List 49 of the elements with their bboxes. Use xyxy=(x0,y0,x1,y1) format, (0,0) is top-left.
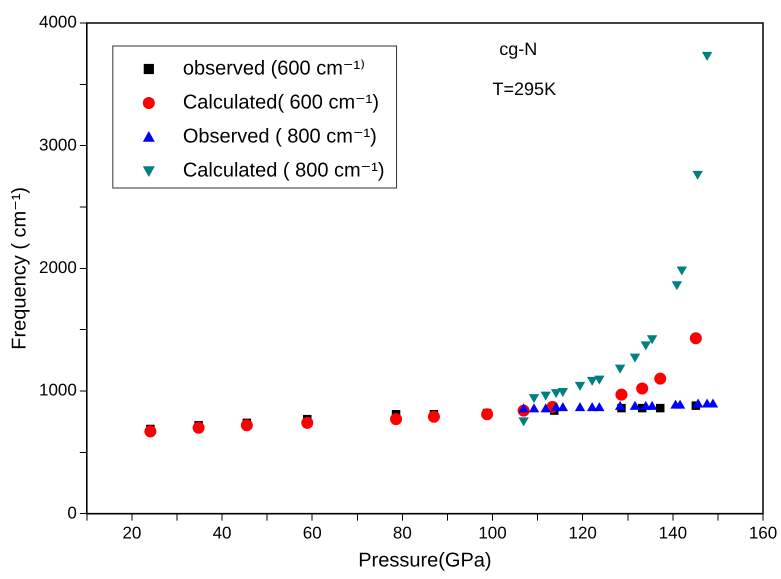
point xyxy=(586,376,598,386)
point xyxy=(702,52,712,61)
point xyxy=(672,281,682,290)
point xyxy=(144,425,156,438)
point xyxy=(654,372,666,385)
point xyxy=(690,332,702,344)
point xyxy=(558,388,568,397)
y-tick-label: 0 xyxy=(67,503,77,522)
x-tick-label: 120 xyxy=(568,523,597,542)
point xyxy=(390,413,402,426)
x-tick-label: 20 xyxy=(122,523,142,542)
point xyxy=(676,266,688,276)
legend-label: Calculated ( 800 cm⁻¹) xyxy=(182,160,385,182)
y-tick-label: 2000 xyxy=(38,258,77,277)
x-tick-label: 100 xyxy=(478,523,507,542)
point xyxy=(594,376,605,385)
point xyxy=(614,364,626,374)
x-tick-label: 160 xyxy=(748,523,778,542)
point xyxy=(692,170,703,180)
x-axis-title: Pressure(GPa) xyxy=(358,550,492,572)
legend-label: Observed ( 800 cm⁻¹) xyxy=(182,126,377,148)
y-tick-label: 3000 xyxy=(38,135,77,154)
point xyxy=(301,416,314,429)
y-axis-title: Frequency ( cm⁻¹) xyxy=(8,186,31,350)
point xyxy=(428,410,440,423)
point xyxy=(528,394,540,404)
y-tick-label: 1000 xyxy=(38,380,77,400)
x-tick-label: 140 xyxy=(658,523,688,542)
point xyxy=(540,392,551,401)
legend-label: observed (600 cm⁻¹⁾ xyxy=(182,58,366,80)
x-tick-label: 40 xyxy=(212,523,232,542)
annotation: T=295K xyxy=(492,78,556,99)
point xyxy=(636,382,648,394)
point xyxy=(630,354,640,363)
point xyxy=(550,389,562,398)
point xyxy=(656,404,664,412)
point xyxy=(518,417,529,426)
legend-label: Calculated( 600 cm⁻¹) xyxy=(182,92,380,114)
point xyxy=(192,422,205,434)
annotation: cg-N xyxy=(499,38,538,59)
point xyxy=(615,388,628,401)
x-tick-label: 60 xyxy=(302,523,322,542)
point xyxy=(481,408,494,420)
x-tick-label: 80 xyxy=(392,523,412,542)
point xyxy=(240,419,253,432)
y-tick-label: 4000 xyxy=(38,12,77,32)
point xyxy=(646,335,658,344)
point xyxy=(640,341,651,350)
point xyxy=(574,382,586,391)
